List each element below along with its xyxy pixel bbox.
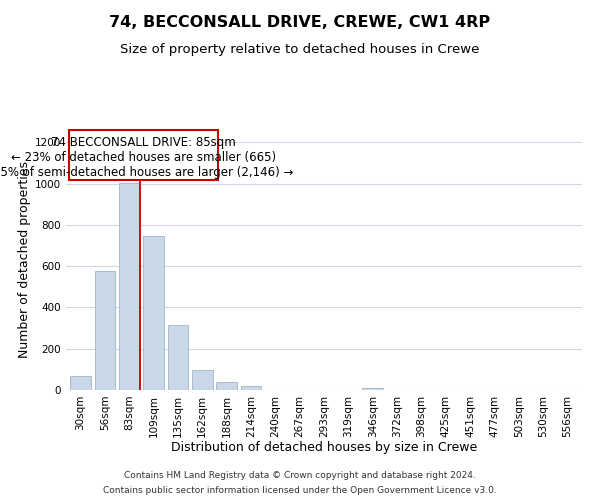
Bar bbox=[241, 386, 262, 390]
Text: Contains public sector information licensed under the Open Government Licence v3: Contains public sector information licen… bbox=[103, 486, 497, 495]
Bar bbox=[192, 370, 212, 390]
Text: ← 23% of detached houses are smaller (665): ← 23% of detached houses are smaller (66… bbox=[11, 151, 276, 164]
Bar bbox=[119, 182, 140, 390]
Bar bbox=[216, 382, 237, 390]
Bar bbox=[167, 325, 188, 390]
Bar bbox=[143, 236, 164, 390]
Text: Size of property relative to detached houses in Crewe: Size of property relative to detached ho… bbox=[121, 42, 479, 56]
Text: 75% of semi-detached houses are larger (2,146) →: 75% of semi-detached houses are larger (… bbox=[0, 166, 293, 179]
Text: Contains HM Land Registry data © Crown copyright and database right 2024.: Contains HM Land Registry data © Crown c… bbox=[124, 471, 476, 480]
Y-axis label: Number of detached properties: Number of detached properties bbox=[18, 162, 31, 358]
Text: 74, BECCONSALL DRIVE, CREWE, CW1 4RP: 74, BECCONSALL DRIVE, CREWE, CW1 4RP bbox=[109, 15, 491, 30]
Bar bbox=[70, 376, 91, 390]
Text: 74 BECCONSALL DRIVE: 85sqm: 74 BECCONSALL DRIVE: 85sqm bbox=[51, 136, 236, 149]
Bar bbox=[95, 272, 115, 390]
Bar bbox=[362, 388, 383, 390]
X-axis label: Distribution of detached houses by size in Crewe: Distribution of detached houses by size … bbox=[171, 441, 477, 454]
